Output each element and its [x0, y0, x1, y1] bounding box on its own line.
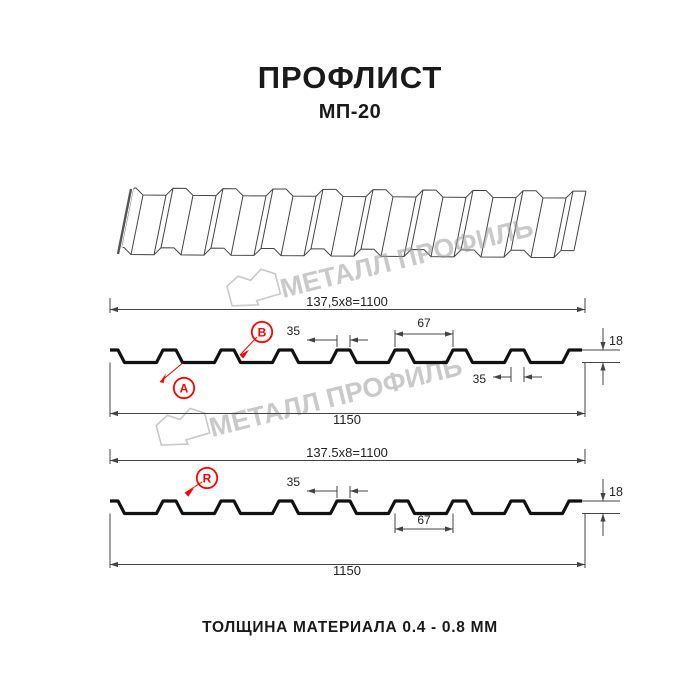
svg-text:1150: 1150: [333, 563, 361, 578]
svg-text:137.5x8=1100: 137.5x8=1100: [306, 445, 388, 460]
svg-text:18: 18: [609, 334, 623, 348]
svg-text:35: 35: [473, 372, 487, 386]
svg-text:137,5x8=1100: 137,5x8=1100: [306, 294, 388, 309]
svg-text:R: R: [203, 472, 212, 486]
svg-text:A: A: [180, 382, 189, 396]
svg-text:18: 18: [609, 485, 623, 499]
svg-text:67: 67: [417, 513, 431, 527]
svg-text:B: B: [258, 326, 267, 340]
svg-text:67: 67: [417, 316, 431, 330]
svg-text:35: 35: [287, 324, 301, 338]
svg-text:1150: 1150: [333, 412, 361, 427]
svg-text:35: 35: [287, 475, 301, 489]
svg-text:МЕТАЛЛ ПРОФИЛЬ: МЕТАЛЛ ПРОФИЛЬ: [206, 351, 465, 443]
